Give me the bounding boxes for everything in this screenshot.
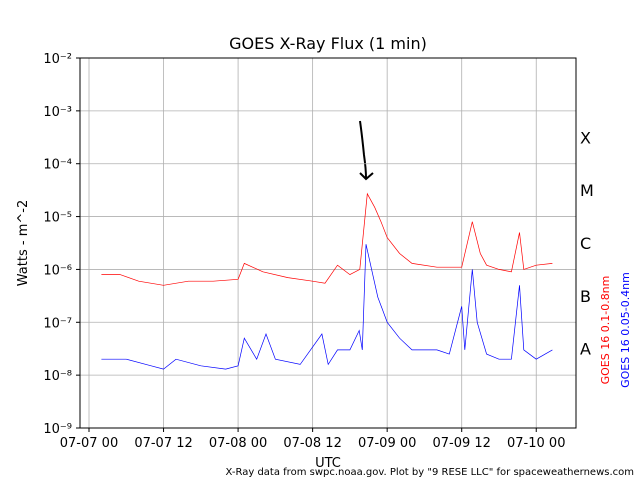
- x-tick-label: 07-09 12: [432, 436, 490, 451]
- flare-class-label: A: [580, 340, 591, 359]
- x-tick-label: 07-08 12: [283, 436, 341, 451]
- plot-frame: [79, 57, 577, 429]
- legend-label: GOES 16 0.05-0.4nm: [619, 272, 632, 388]
- flare-class-label: X: [580, 128, 591, 147]
- annotation-arrow: [359, 120, 374, 181]
- series-line: [101, 192, 553, 286]
- y-tick-label: 10⁻⁶: [43, 263, 72, 278]
- x-axis-label: UTC: [315, 456, 341, 471]
- y-tick-label: 10⁻⁸: [43, 369, 72, 384]
- x-tick-label: 07-07 00: [60, 436, 118, 451]
- y-tick-label: 10⁻⁵: [43, 211, 72, 226]
- y-tick-label: 10⁻³: [43, 105, 72, 120]
- flare-class-label: B: [580, 287, 591, 306]
- source-note: X-Ray data from swpc.noaa.gov. Plot by "…: [226, 467, 634, 478]
- y-tick-label: 10⁻⁷: [43, 316, 72, 331]
- x-tick-label: 07-09 00: [358, 436, 416, 451]
- flare-class-label: M: [580, 181, 594, 200]
- x-tick-label: 07-08 00: [209, 436, 267, 451]
- legend-label: GOES 16 0.1-0.8nm: [599, 276, 612, 385]
- x-tick-label: 07-07 12: [134, 436, 192, 451]
- y-axis-label: Watts - m^-2: [16, 200, 31, 286]
- chart-title: GOES X-Ray Flux (1 min): [229, 34, 427, 53]
- y-tick-label: 10⁻⁹: [43, 422, 72, 437]
- y-tick-label: 10⁻⁴: [43, 158, 72, 173]
- series-line: [101, 244, 553, 370]
- flare-class-label: C: [580, 234, 591, 253]
- x-tick-label: 07-10 00: [507, 436, 565, 451]
- y-tick-label: 10⁻²: [43, 52, 72, 67]
